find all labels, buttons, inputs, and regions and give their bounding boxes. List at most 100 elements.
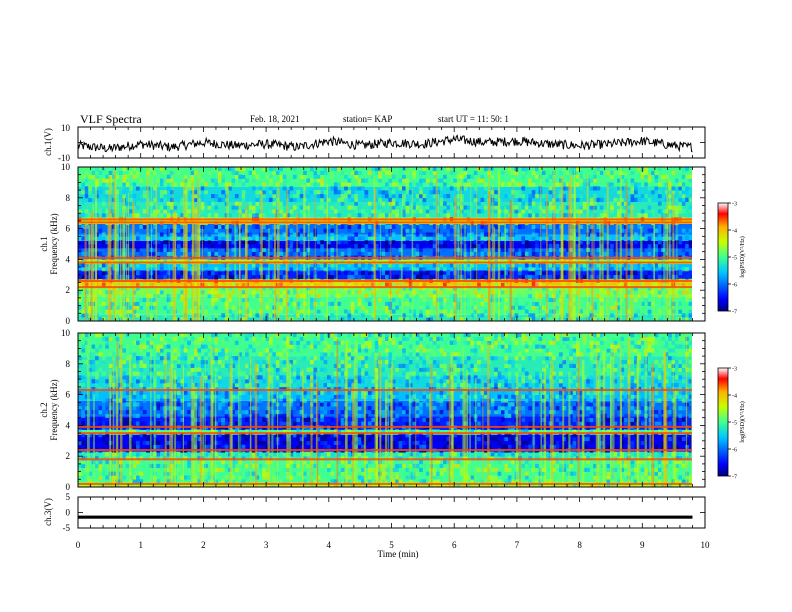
spectrogram-cell [559, 205, 563, 210]
spectrogram-cell [681, 282, 686, 287]
spectrogram-cell [316, 205, 321, 210]
spectrogram-cell [364, 244, 369, 249]
spectrogram-cell [685, 282, 689, 287]
spectrogram-cell [296, 471, 300, 476]
spectrogram-cell [207, 336, 212, 341]
spectrogram-cell [221, 398, 225, 403]
spectrogram-cell [156, 429, 161, 434]
spectrogram-cell [289, 413, 294, 418]
spectrogram-cell [685, 244, 689, 249]
spectrogram-cell [214, 356, 219, 361]
spectrogram-cell [176, 274, 181, 279]
spectrogram-cell [688, 244, 692, 249]
spectrogram-cell [640, 267, 645, 272]
spectrogram-cell [153, 209, 157, 214]
spectrogram-cell [84, 178, 89, 183]
spectrogram-cell [98, 263, 103, 268]
spectrogram-cell [258, 375, 263, 380]
spectrogram-cell [651, 297, 655, 303]
spectrogram-cell [603, 178, 607, 183]
spectrogram-cell [262, 363, 266, 368]
spectrogram-cell [514, 182, 519, 187]
spectrogram-cell [258, 429, 263, 434]
spectrogram-cell [204, 352, 208, 357]
spectrogram-cell [78, 213, 82, 218]
spectrogram-cell [180, 167, 184, 172]
spectrogram-cell [248, 240, 253, 245]
spectrogram-cell [282, 290, 287, 295]
spectrogram-cell [528, 194, 532, 199]
spectrogram-cell [330, 167, 335, 172]
spectrogram-cell [248, 344, 253, 349]
spectrogram-cell [320, 197, 324, 202]
spectrogram-cell [685, 267, 689, 272]
spectrogram-cell [95, 394, 99, 399]
spectrogram-cell [139, 406, 144, 411]
spectrogram-cell [101, 483, 106, 487]
spectrogram-cell [378, 209, 382, 214]
spectrogram-cell [483, 228, 488, 233]
spectrogram-cell [477, 282, 481, 287]
spectrogram-cell [507, 194, 512, 199]
spectrogram-cell [132, 394, 137, 399]
spectrogram-cell [576, 290, 580, 295]
spectrogram-cell [657, 294, 662, 299]
spectrogram-cell [446, 274, 451, 279]
spectrogram-cell [194, 333, 198, 338]
spectrogram-cell [81, 186, 86, 191]
spectrogram-cell [388, 240, 393, 245]
spectrogram-cell [88, 352, 92, 357]
spectrogram-cell [296, 178, 300, 183]
spectrogram-cell [688, 270, 692, 276]
spectrogram-cell [139, 251, 144, 256]
spectrogram-cell [78, 205, 82, 210]
spectrogram-cell [105, 317, 109, 321]
spectrogram-streak [277, 187, 280, 321]
spectrogram-cell [217, 406, 222, 411]
spectrogram-streak [201, 226, 203, 321]
spectrogram-cell [596, 263, 601, 268]
spectrogram-cell [255, 205, 260, 210]
spectrogram-cell [231, 236, 236, 241]
spectrogram-cell [217, 390, 222, 395]
spectrogram-cell [156, 232, 161, 237]
spectrogram-cell [422, 170, 427, 175]
spectrogram-cell [282, 286, 287, 291]
spectrogram-cell [292, 371, 297, 376]
spectrogram-cell [187, 294, 191, 299]
spectrogram-cell [388, 305, 393, 310]
spectrogram-cell [599, 297, 604, 303]
spectrogram-cell [361, 305, 365, 310]
spectrogram-cell [316, 282, 321, 287]
spectrogram-cell [439, 305, 444, 310]
spectrogram-cell [518, 194, 522, 199]
spectrogram-cell [258, 363, 263, 368]
spectrogram-cell [245, 352, 249, 357]
spectrogram-cell [231, 456, 236, 461]
spectrogram-cell [671, 174, 676, 179]
spectrogram-cell [159, 410, 164, 415]
spectrogram-cell [599, 240, 604, 245]
spectrogram-cell [661, 228, 665, 233]
spectrogram-cell [105, 452, 109, 457]
spectrogram-cell [453, 170, 457, 175]
spectrogram-cell [204, 410, 208, 415]
spectrogram-cell [292, 471, 297, 476]
spectrogram-cell [136, 471, 140, 476]
spectrogram-cell [296, 344, 300, 349]
spectrogram-cell [316, 429, 321, 434]
spectrogram-cell [524, 286, 529, 291]
spectrogram-cell [156, 344, 161, 349]
spectrogram-cell [262, 317, 266, 321]
spectrogram-cell [562, 317, 567, 321]
spectrogram-cell [391, 190, 396, 195]
spectrogram-cell [371, 251, 376, 256]
spectrogram-cell [412, 309, 416, 314]
spectrogram-cell [446, 313, 451, 318]
spectrogram-cell [282, 390, 287, 395]
spectrogram-streak [168, 227, 170, 321]
spectrogram-cell [163, 190, 167, 195]
spectrogram-cell [582, 313, 587, 318]
spectrogram-cell [176, 360, 181, 365]
spectrogram-cell [255, 406, 260, 411]
